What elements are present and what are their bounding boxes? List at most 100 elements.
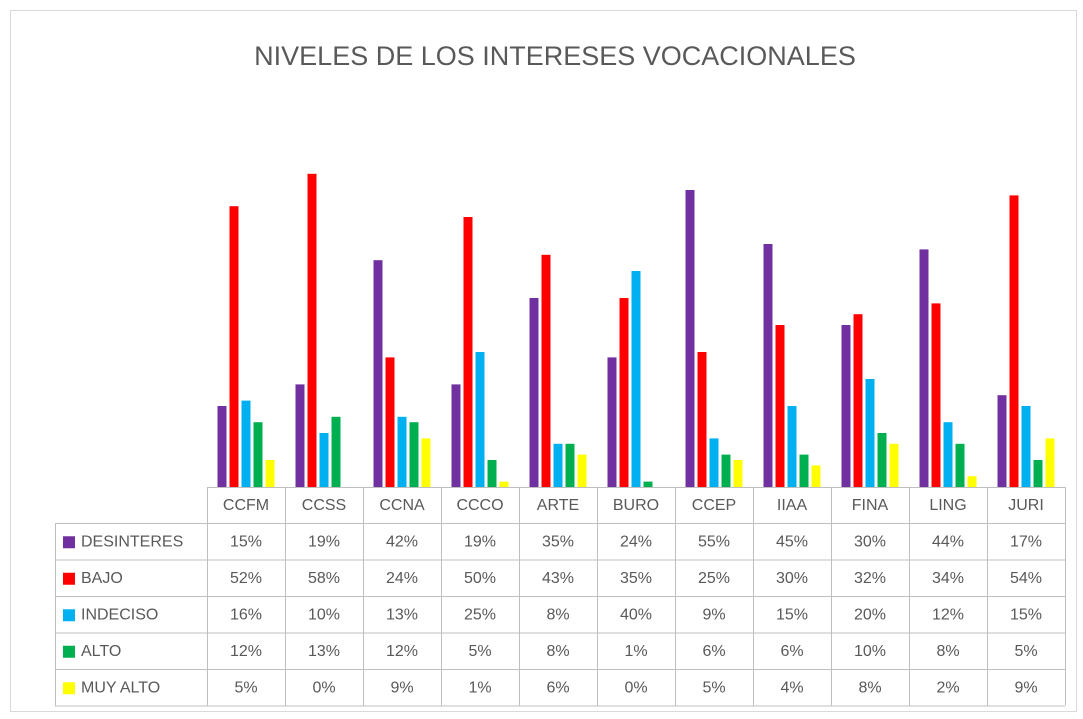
data-label: 12% bbox=[230, 643, 262, 660]
legend-key bbox=[63, 536, 75, 549]
data-label: 35% bbox=[542, 533, 574, 550]
bar bbox=[385, 357, 395, 487]
bar bbox=[685, 190, 695, 487]
data-label: 8% bbox=[546, 643, 569, 660]
chart-title: NIVELES DE LOS INTERESES VOCACIONALES bbox=[254, 41, 856, 71]
data-label: 40% bbox=[620, 606, 652, 623]
x-tick-label: CCNA bbox=[379, 497, 425, 514]
data-label: 30% bbox=[854, 533, 886, 550]
bar bbox=[409, 422, 419, 487]
bar bbox=[697, 352, 707, 487]
data-label: 25% bbox=[464, 606, 496, 623]
bar bbox=[307, 173, 317, 488]
bar bbox=[499, 481, 509, 487]
data-label: 9% bbox=[390, 679, 413, 696]
bar bbox=[529, 298, 539, 487]
data-label: 44% bbox=[932, 533, 964, 550]
data-label: 19% bbox=[308, 533, 340, 550]
bar bbox=[373, 260, 383, 487]
x-tick-label: FINA bbox=[852, 497, 889, 514]
data-label: 52% bbox=[230, 570, 262, 587]
bar bbox=[331, 416, 341, 487]
x-tick-label: CCSS bbox=[302, 497, 346, 514]
data-label: 34% bbox=[932, 570, 964, 587]
bar bbox=[463, 217, 473, 487]
data-label: 1% bbox=[624, 643, 647, 660]
data-label: 32% bbox=[854, 570, 886, 587]
bar bbox=[607, 357, 617, 487]
legend-label: INDECISO bbox=[81, 606, 158, 623]
bar bbox=[319, 433, 329, 487]
bar bbox=[733, 460, 743, 487]
bar bbox=[253, 422, 263, 487]
data-label: 25% bbox=[698, 570, 730, 587]
data-label: 42% bbox=[386, 533, 418, 550]
data-label: 16% bbox=[230, 606, 262, 623]
legend-label: ALTO bbox=[81, 643, 121, 660]
data-label: 13% bbox=[308, 643, 340, 660]
bar bbox=[997, 395, 1007, 487]
data-label: 12% bbox=[932, 606, 964, 623]
data-label: 15% bbox=[776, 606, 808, 623]
bar bbox=[1021, 406, 1031, 487]
data-label: 35% bbox=[620, 570, 652, 587]
bar bbox=[421, 438, 431, 487]
data-label: 8% bbox=[936, 643, 959, 660]
data-label: 55% bbox=[698, 533, 730, 550]
data-label: 2% bbox=[936, 679, 959, 696]
data-label: 30% bbox=[776, 570, 808, 587]
data-label: 0% bbox=[624, 679, 647, 696]
bar bbox=[721, 454, 731, 487]
data-label: 20% bbox=[854, 606, 886, 623]
bar bbox=[577, 454, 587, 487]
data-label: 1% bbox=[468, 679, 491, 696]
bar bbox=[943, 422, 953, 487]
data-label: 5% bbox=[234, 679, 257, 696]
data-label: 13% bbox=[386, 606, 418, 623]
x-tick-label: BURO bbox=[613, 497, 659, 514]
data-label: 24% bbox=[620, 533, 652, 550]
data-label: 5% bbox=[468, 643, 491, 660]
data-label: 10% bbox=[854, 643, 886, 660]
data-label: 0% bbox=[312, 679, 335, 696]
data-label: 5% bbox=[1014, 643, 1037, 660]
bar bbox=[475, 352, 485, 487]
bar bbox=[397, 416, 407, 487]
x-tick-label: CCFM bbox=[223, 497, 269, 514]
bar bbox=[487, 460, 497, 487]
bar bbox=[553, 443, 563, 487]
bar bbox=[295, 384, 305, 487]
bar bbox=[919, 249, 929, 487]
bar bbox=[811, 465, 821, 487]
bar bbox=[1033, 460, 1043, 487]
bar bbox=[775, 325, 785, 487]
bar bbox=[541, 254, 551, 487]
bar bbox=[265, 460, 275, 487]
bar bbox=[877, 433, 887, 487]
data-label: 9% bbox=[1014, 679, 1037, 696]
x-tick-label: IIAA bbox=[777, 497, 808, 514]
bar bbox=[799, 454, 809, 487]
data-label: 19% bbox=[464, 533, 496, 550]
legend-label: DESINTERES bbox=[81, 533, 183, 550]
data-label: 6% bbox=[780, 643, 803, 660]
legend-key bbox=[63, 609, 75, 622]
bar bbox=[217, 406, 227, 487]
data-label: 5% bbox=[702, 679, 725, 696]
x-tick-label: LING bbox=[929, 497, 966, 514]
bar bbox=[241, 400, 251, 487]
data-label: 43% bbox=[542, 570, 574, 587]
x-tick-label: JURI bbox=[1008, 497, 1044, 514]
data-label: 58% bbox=[308, 570, 340, 587]
x-tick-label: ARTE bbox=[537, 497, 579, 514]
bar bbox=[967, 476, 977, 487]
bar bbox=[889, 443, 899, 487]
data-label: 10% bbox=[308, 606, 340, 623]
data-label: 6% bbox=[546, 679, 569, 696]
legend-key bbox=[63, 572, 75, 585]
legend-key bbox=[63, 645, 75, 658]
legend-label: BAJO bbox=[81, 570, 123, 587]
legend-label: MUY ALTO bbox=[81, 679, 160, 696]
